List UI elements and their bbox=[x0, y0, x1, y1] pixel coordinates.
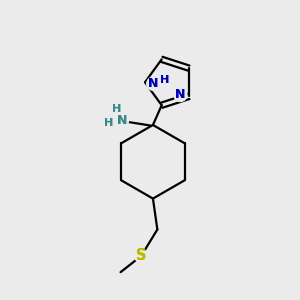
Text: N: N bbox=[117, 114, 127, 127]
Circle shape bbox=[174, 88, 187, 101]
Circle shape bbox=[116, 114, 128, 127]
Text: H: H bbox=[104, 118, 113, 128]
Text: H: H bbox=[160, 75, 169, 85]
Circle shape bbox=[135, 250, 148, 262]
Text: H: H bbox=[112, 104, 122, 114]
Text: S: S bbox=[136, 248, 146, 263]
Text: H: H bbox=[104, 118, 113, 128]
Text: N: N bbox=[148, 77, 158, 90]
Circle shape bbox=[147, 77, 160, 90]
Text: S: S bbox=[136, 248, 146, 263]
Text: H: H bbox=[112, 104, 122, 114]
Text: N: N bbox=[175, 88, 186, 101]
Text: N: N bbox=[175, 88, 186, 101]
Text: N: N bbox=[148, 77, 158, 90]
Text: H: H bbox=[160, 75, 169, 85]
Text: N: N bbox=[117, 114, 127, 127]
